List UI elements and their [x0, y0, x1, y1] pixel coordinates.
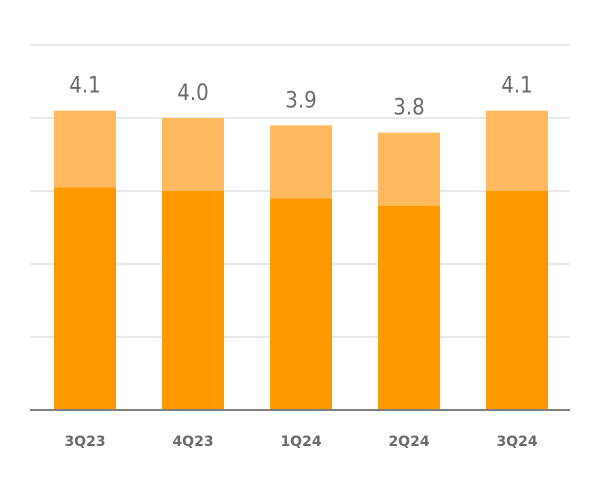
x-tick-label-1q24: 1Q24	[280, 434, 321, 450]
bar-segment-2q24-top	[378, 132, 440, 206]
bar-segment-1q24-base	[270, 198, 332, 410]
bar-segment-4q23-base	[162, 191, 224, 410]
bar-segment-3q23-top	[54, 110, 116, 188]
bar-segment-2q24-base	[378, 205, 440, 410]
total-label-2q24: 3.8	[393, 96, 424, 121]
total-label-3q23: 4.1	[69, 74, 100, 99]
bar-segment-4q23-top	[162, 118, 224, 191]
total-label-3q24: 4.1	[501, 74, 532, 99]
x-tick-label-2q24: 2Q24	[388, 434, 429, 450]
x-tick-label-4q23: 4Q23	[172, 434, 213, 450]
x-tick-label-3q23: 3Q23	[64, 434, 105, 450]
bar-segment-3q24-top	[486, 110, 548, 191]
total-labels: 4.1 4.0 3.9 3.8 4.1	[69, 74, 532, 121]
bar-segment-3q23-base	[54, 187, 116, 410]
bar-segment-1q24-top	[270, 125, 332, 199]
total-label-4q23: 4.0	[177, 81, 208, 106]
x-tick-label-3q24: 3Q24	[496, 434, 537, 450]
total-label-1q24: 3.9	[285, 88, 316, 113]
bars	[54, 110, 548, 410]
bar-segment-3q24-base	[486, 191, 548, 410]
x-axis-ticks: 3Q23 4Q23 1Q24 2Q24 3Q24	[64, 434, 537, 450]
